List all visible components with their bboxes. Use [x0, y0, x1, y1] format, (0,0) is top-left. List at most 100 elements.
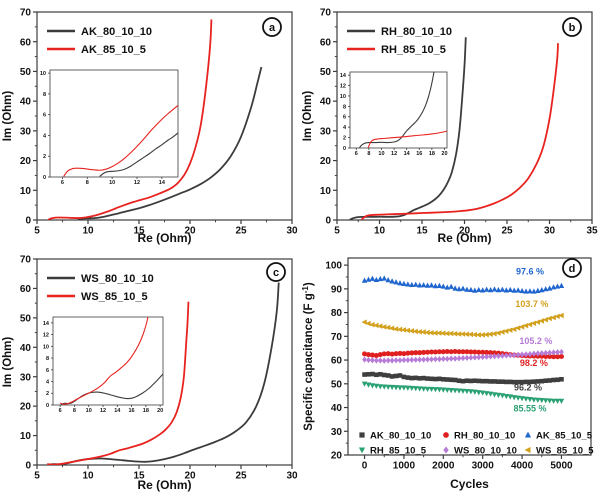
svg-text:30: 30 [286, 471, 298, 482]
series-AK_85_10_5-curve [47, 19, 213, 220]
svg-text:0: 0 [25, 216, 31, 227]
svg-text:20: 20 [184, 471, 196, 482]
x-axis: 6 8 10 12 14 16 18 20 [59, 405, 163, 414]
svg-text:60: 60 [20, 37, 32, 48]
svg-text:2: 2 [46, 391, 49, 397]
svg-text:20: 20 [320, 156, 332, 167]
svg-text:20: 20 [20, 402, 32, 413]
svg-text:10: 10 [43, 344, 49, 350]
inset-curves [359, 72, 447, 148]
y-axis-label: Specific capacitance (F g-1) [301, 282, 315, 431]
x-axis: 0 1000 2000 3000 4000 5000 [362, 455, 573, 472]
svg-text:70: 70 [320, 8, 332, 19]
svg-text:80: 80 [331, 308, 343, 319]
y-axis: 0 10 20 30 40 50 60 70 [20, 8, 37, 227]
svg-text:30: 30 [544, 226, 556, 237]
legend-label-AK_80_10_10: AK_80_10_10 [81, 26, 152, 38]
legend-label-RH_85_10_5: RH_85_10_5 [370, 446, 427, 457]
svg-text:25: 25 [501, 226, 513, 237]
x-axis: 5 10 15 20 25 30 35 [334, 220, 598, 237]
series-curves [349, 37, 559, 220]
panel-a-nyquist-ak: 5 10 15 20 25 30 0 10 20 30 40 50 60 70 Re (Ohm) Im (Oh… [0, 0, 300, 251]
series-RH_85_10_5-points [361, 381, 565, 404]
svg-text:40: 40 [320, 97, 332, 108]
inset-chart: 6 8 10 12 14 16 18 20 0 2 4 6 8 10 12 14 [43, 316, 164, 414]
svg-text:4: 4 [46, 380, 50, 386]
svg-text:70: 70 [20, 255, 32, 266]
svg-text:12: 12 [43, 333, 49, 339]
svg-text:10: 10 [378, 151, 384, 157]
panel-label-c: c [266, 262, 286, 282]
inset-series-AK_80_10_10-curve [99, 132, 178, 177]
svg-text:20: 20 [20, 156, 32, 167]
retention-label-WS_85_10_5: 103.7 % [515, 299, 548, 309]
series-AK_85_10_5-points [361, 275, 565, 294]
retention-label-RH_80_10_10: 98.2 % [520, 358, 548, 368]
svg-text:10: 10 [40, 71, 46, 77]
svg-text:3000: 3000 [472, 461, 495, 472]
svg-text:6: 6 [61, 180, 64, 186]
legend: RH_80_10_10 RH_85_10_5 [347, 26, 452, 56]
svg-text:50: 50 [331, 379, 343, 390]
x-axis-label: Re (Ohm) [138, 231, 192, 245]
svg-text:20: 20 [441, 151, 447, 157]
svg-text:6: 6 [355, 151, 358, 157]
svg-text:8: 8 [367, 151, 370, 157]
svg-text:30: 30 [286, 226, 298, 237]
inset-series-AK_85_10_5-curve [63, 104, 178, 177]
y-axis: 0 2 4 6 8 10 12 14 [43, 321, 53, 409]
series-WS_85_10_5-curve [47, 301, 190, 465]
svg-text:50: 50 [20, 67, 32, 78]
retention-label-AK_85_10_5: 97.6 % [516, 267, 544, 277]
panel-d-chart: 0 1000 2000 3000 4000 5000 20 30 40 50 60 70 80 90 100… [301, 257, 594, 491]
svg-text:10: 10 [86, 408, 92, 414]
legend-label-RH_80_10_10: RH_80_10_10 [381, 26, 452, 38]
retention-label-RH_85_10_5: 85.55 % [513, 404, 546, 414]
svg-text:12: 12 [134, 180, 140, 186]
series-curves [47, 19, 263, 220]
axes: 6 8 10 12 14 16 18 20 0 2 4 6 8 10 12 14 [340, 71, 448, 157]
svg-text:40: 40 [331, 403, 343, 414]
svg-text:15: 15 [133, 471, 145, 482]
svg-text:10: 10 [340, 94, 346, 100]
y-axis-label: Im (Ohm) [2, 337, 14, 388]
svg-text:20: 20 [157, 408, 163, 414]
legend-label-AK_80_10_10: AK_80_10_10 [370, 431, 431, 442]
x-axis: 6 8 10 12 14 [61, 177, 166, 186]
y-axis: 0 10 20 30 40 50 60 70 [20, 255, 37, 472]
inset-series-WS_85_10_5-curve [59, 317, 149, 405]
svg-text:6: 6 [343, 115, 346, 121]
svg-text:12: 12 [391, 151, 397, 157]
svg-text:8: 8 [46, 356, 49, 362]
svg-text:b: b [569, 22, 576, 34]
svg-text:6: 6 [59, 408, 62, 414]
svg-text:0: 0 [43, 175, 46, 181]
svg-text:10: 10 [82, 226, 94, 237]
y-axis: 0 2 4 6 8 10 12 14 [340, 73, 350, 152]
svg-text:10: 10 [320, 186, 332, 197]
svg-text:a: a [269, 22, 276, 34]
svg-text:18: 18 [429, 151, 435, 157]
panel-b-nyquist-rh: 5 10 15 20 25 30 35 0 10 20 30 40 50 60 70 Re (Ohm) Im (… [300, 0, 600, 251]
svg-text:c: c [273, 267, 279, 279]
x-axis-label: Cycles [450, 477, 489, 491]
svg-text:60: 60 [331, 356, 343, 367]
panel-label-b: b [562, 17, 582, 37]
legend-label-RH_85_10_5: RH_85_10_5 [381, 44, 446, 56]
svg-text:70: 70 [331, 332, 343, 343]
svg-text:10: 10 [374, 226, 386, 237]
svg-text:30: 30 [20, 372, 32, 383]
svg-text:5000: 5000 [550, 461, 573, 472]
svg-text:20: 20 [459, 226, 471, 237]
legend: AK_80_10_10 RH_80_10_10 AK_85_10_5 RH_85_10… [358, 431, 594, 457]
svg-text:60: 60 [20, 284, 32, 295]
svg-text:8: 8 [86, 180, 89, 186]
y-axis: 20 30 40 50 60 70 80 90 100 [325, 261, 348, 462]
inset-series-RH_85_10_5-curve [367, 130, 447, 148]
legend-label-AK_85_10_5: AK_85_10_5 [536, 431, 593, 442]
x-axis-label: Re (Ohm) [438, 231, 492, 245]
legend: AK_80_10_10 AK_85_10_5 [47, 26, 152, 56]
svg-text:5: 5 [34, 226, 40, 237]
svg-text:2: 2 [43, 154, 46, 160]
